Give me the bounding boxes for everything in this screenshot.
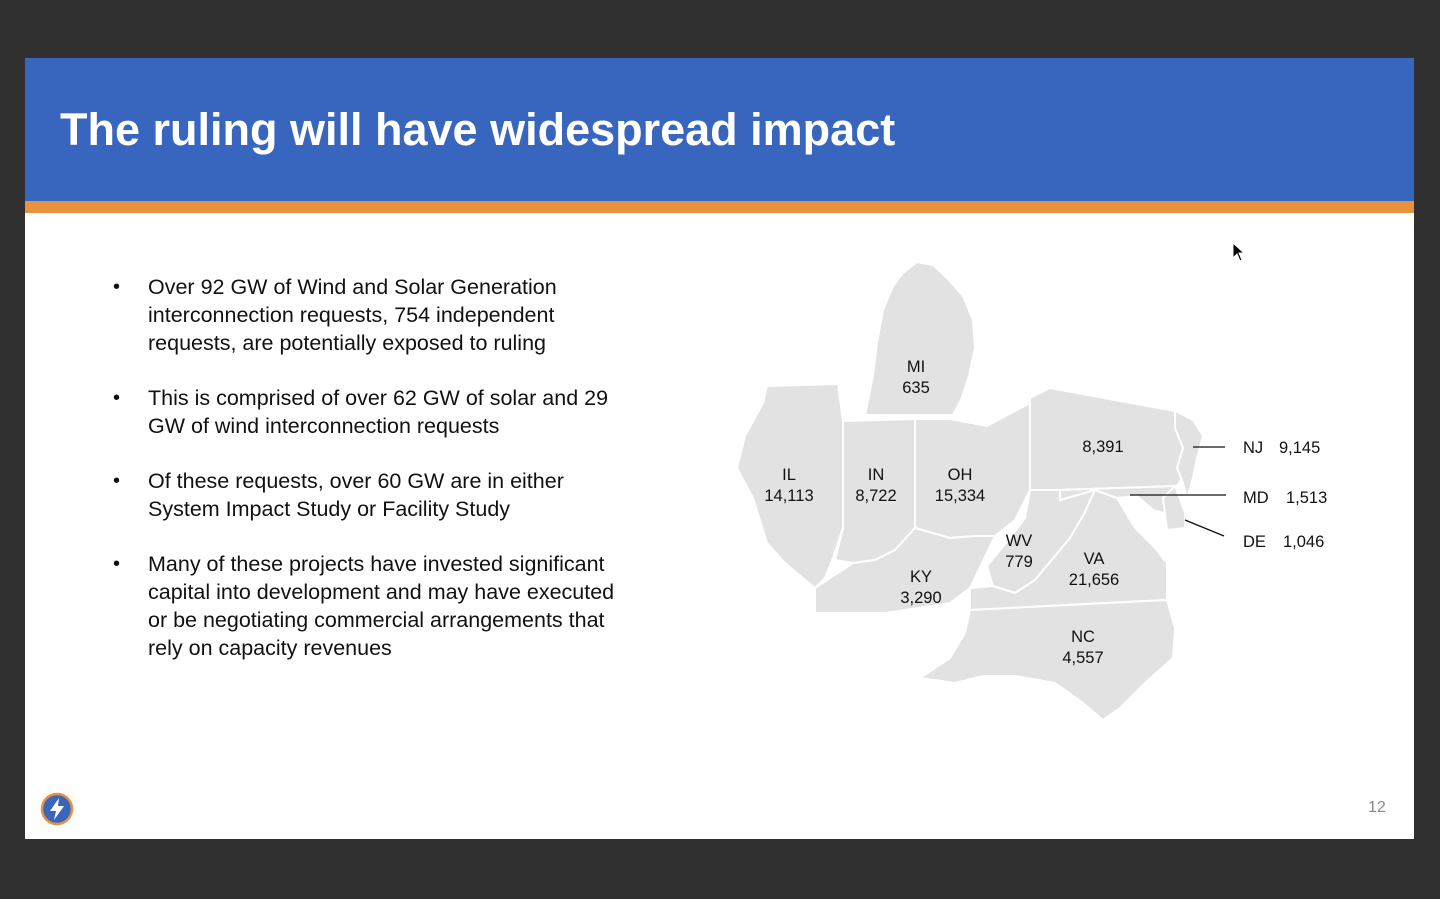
callout-line-de <box>1184 519 1225 537</box>
state-shape-nj <box>1174 410 1204 499</box>
state-value-wv: 779 <box>1005 553 1033 571</box>
bullet-marker: • <box>113 553 121 575</box>
state-value-mi: 635 <box>902 379 930 397</box>
state-label-nc: NC <box>1071 628 1095 646</box>
callout-value-nj: 9,145 <box>1279 439 1320 457</box>
state-shape-nc <box>919 599 1176 721</box>
state-shape-va <box>969 489 1168 611</box>
slide-title: The ruling will have widespread impact <box>60 104 896 155</box>
bullet-item: • Many of these projects have invested s… <box>113 550 633 662</box>
state-label-mi: MI <box>907 358 925 376</box>
callout-label-de: DE <box>1243 533 1266 551</box>
state-shape-il <box>736 383 844 589</box>
state-shape-md <box>1059 485 1178 517</box>
callout-value-md: 1,513 <box>1286 489 1327 507</box>
state-value-pa: 8,391 <box>1082 438 1123 456</box>
accent-bar <box>25 201 1414 213</box>
bullet-marker: • <box>113 470 121 492</box>
state-value-oh: 15,334 <box>935 487 985 505</box>
bullet-text: Of these requests, over 60 GW are in eit… <box>148 469 564 521</box>
slide: The ruling will have widespread impact •… <box>25 58 1414 839</box>
callout-value-de: 1,046 <box>1283 533 1324 551</box>
state-value-il: 14,113 <box>764 487 813 505</box>
state-value-in: 8,722 <box>855 487 896 505</box>
mouse-pointer-icon <box>1232 242 1246 262</box>
bullet-list: • Over 92 GW of Wind and Solar Generatio… <box>113 273 633 689</box>
state-label-oh: OH <box>948 466 973 484</box>
lightning-bolt-icon <box>40 792 74 826</box>
bullet-marker: • <box>113 387 121 409</box>
state-shape-ky <box>814 527 996 614</box>
callout-label-md: MD <box>1243 489 1269 507</box>
state-shape-wv <box>986 489 1096 594</box>
state-label-in: IN <box>868 466 885 484</box>
slide-header: The ruling will have widespread impact <box>25 58 1414 201</box>
state-shape-de <box>1162 485 1186 531</box>
state-shape-mi <box>864 261 976 416</box>
state-value-va: 21,656 <box>1069 571 1119 589</box>
state-label-wv: WV <box>1006 532 1033 550</box>
bullet-item: • Over 92 GW of Wind and Solar Generatio… <box>113 273 633 357</box>
state-shape-oh <box>914 402 1031 539</box>
bullet-marker: • <box>113 276 121 298</box>
state-label-va: VA <box>1084 550 1105 568</box>
state-shape-in <box>834 418 916 564</box>
bullet-item: • Of these requests, over 60 GW are in e… <box>113 467 633 523</box>
callout-label-nj: NJ <box>1243 439 1263 457</box>
bullet-text: Over 92 GW of Wind and Solar Generation … <box>148 275 557 355</box>
bullet-item: • This is comprised of over 62 GW of sol… <box>113 384 633 440</box>
bullet-text: Many of these projects have invested sig… <box>148 552 615 660</box>
state-shape-pa <box>1029 387 1188 491</box>
bullet-text: This is comprised of over 62 GW of solar… <box>148 386 609 438</box>
state-label-il: IL <box>782 466 796 484</box>
state-value-ky: 3,290 <box>900 589 941 607</box>
page-number: 12 <box>1368 799 1386 816</box>
state-label-ky: KY <box>910 568 932 586</box>
state-value-nc: 4,557 <box>1062 649 1103 667</box>
